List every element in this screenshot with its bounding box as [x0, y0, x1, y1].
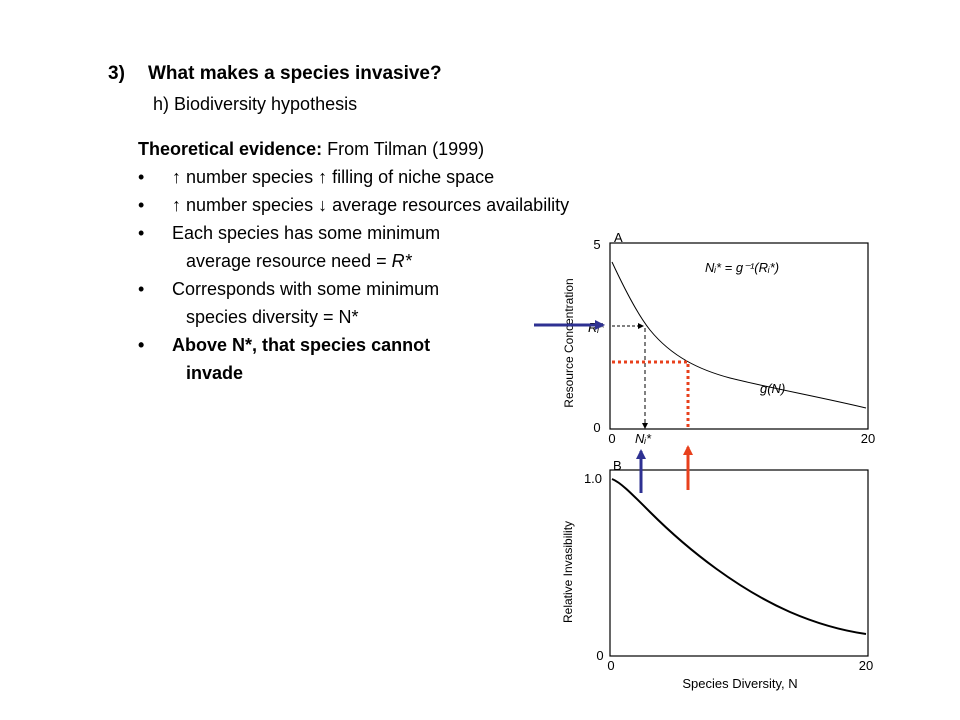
panel-a-ytick-top: 5	[593, 237, 600, 252]
bullet-item: • ↑ number species ↑ filling of niche spa…	[138, 163, 569, 191]
panel-b-ytick-bottom: 0	[596, 648, 603, 663]
evidence-line: Theoretical evidence: From Tilman (1999)	[138, 135, 569, 163]
panel-a-curve-label: g(N)	[760, 381, 785, 396]
bullet-marker: •	[138, 335, 145, 355]
bullet-marker: •	[138, 195, 145, 215]
bullet-continuation: invade	[186, 363, 244, 383]
panel-b: B 1.0 0 0 20 Relative Invasibility Speci…	[561, 458, 873, 691]
slide-subheading: h) Biodiversity hypothesis	[153, 94, 358, 114]
red-dotted-guide	[612, 360, 690, 429]
bullet-item: • Each species has some minimum	[138, 219, 569, 247]
bullet-continuation: average resource need = R*	[138, 247, 569, 275]
heading-text: What makes a species invasive?	[148, 63, 442, 84]
heading-number: 3)	[108, 63, 125, 84]
bullet-item: • Corresponds with some minimum	[138, 275, 569, 303]
panel-b-label: B	[613, 458, 622, 473]
evidence-label: Theoretical evidence:	[138, 139, 323, 159]
panel-a-ytick-bottom: 0	[593, 420, 600, 435]
bullet-text: Corresponds with some minimum	[172, 279, 440, 299]
panel-a-frame	[609, 242, 869, 430]
panel-b-xlabel: Species Diversity, N	[682, 676, 797, 691]
panel-a-xtick-left: 0	[608, 431, 615, 446]
r-star-symbol: R*	[391, 251, 412, 271]
panel-a-n-marker: Nᵢ*	[635, 431, 652, 446]
bullet-text: ↑ number species ↓ average resources ava…	[172, 195, 570, 215]
evidence-block: Theoretical evidence: From Tilman (1999)…	[138, 135, 569, 387]
panel-b-ylabel: Relative Invasibility	[561, 521, 575, 623]
panel-a-ylabel: Resource Concentration	[562, 278, 576, 407]
bullet-text: Above N*, that species cannot	[172, 335, 431, 355]
panel-a-label: A	[614, 230, 623, 245]
slide-heading: 3) What makes a species invasive?	[108, 63, 442, 85]
bullet-item: • ↑ number species ↓ average resources av…	[138, 191, 569, 219]
bullet-text: Each species has some minimum	[172, 223, 441, 243]
bullet-marker: •	[138, 279, 145, 299]
panel-b-xtick-right: 20	[859, 658, 873, 673]
bullet-text: ↑ number species ↑ filling of niche spac…	[172, 167, 495, 187]
bullet-marker: •	[138, 223, 145, 243]
panel-a: A 5 0 0 20 Resource Concentration Nᵢ* = …	[562, 230, 875, 446]
bullet-item: • Above N*, that species cannot	[138, 331, 569, 359]
evidence-source: From Tilman (1999)	[322, 139, 485, 159]
panel-a-xtick-right: 20	[861, 431, 875, 446]
bullet-marker: •	[138, 167, 145, 187]
panel-a-curve	[611, 261, 867, 409]
bullet-continuation-text: average resource need =	[186, 251, 392, 271]
panel-a-equation: Nᵢ* = g⁻¹(Rᵢ*)	[705, 260, 779, 275]
panel-b-curve	[611, 478, 867, 635]
panel-b-frame	[609, 469, 869, 657]
panel-b-xtick-left: 0	[607, 658, 614, 673]
panel-b-ytick-top: 1.0	[584, 471, 602, 486]
panel-a-r-marker: Rᵢ*	[588, 320, 605, 335]
bullet-continuation: species diversity = N*	[186, 307, 359, 327]
